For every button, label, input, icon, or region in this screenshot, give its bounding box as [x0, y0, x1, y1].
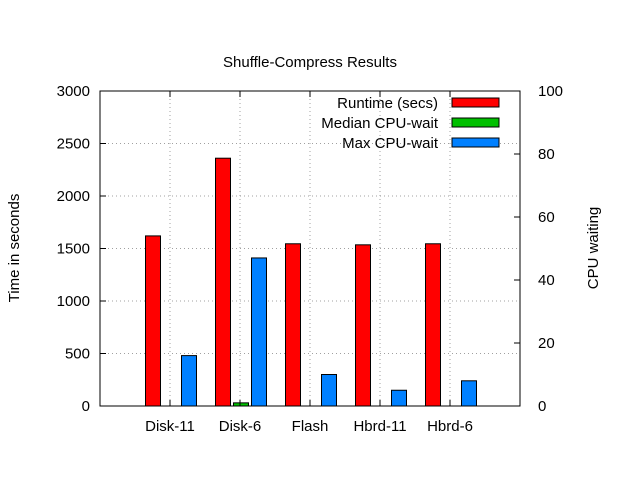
bar-runtime-secs-flash: [285, 243, 301, 407]
bar-max-cpu-wait-flash: [321, 374, 337, 407]
legend: Runtime (secs) Median CPU-wait Max CPU-wai…: [321, 95, 500, 152]
bars: [145, 157, 477, 407]
legend-swatch: [451, 117, 500, 128]
y-tick-label: 500: [65, 346, 90, 363]
chart-title: Shuffle-Compress Results: [223, 54, 397, 71]
legend-label: Runtime (secs): [337, 95, 438, 112]
y-axis-label: Time in seconds: [6, 194, 23, 303]
y-tick-label: 3000: [57, 83, 90, 100]
x-tick-label: Hbrd-11: [353, 418, 406, 435]
bar-max-cpu-wait-hbrd-6: [461, 380, 477, 407]
x-tick-label: Flash: [292, 418, 329, 435]
y-tick-label: 1500: [57, 241, 90, 258]
x-tick-label: Hbrd-6: [427, 418, 473, 435]
y-tick-label: 2500: [57, 136, 90, 153]
x-tick-label: Disk-6: [219, 418, 262, 435]
ticks: 0 500 1000 1500 2000 2500 3000 0 20 40 60 80 100 Disk…: [57, 83, 563, 435]
y2-tick-label: 40: [538, 272, 555, 289]
bar-max-cpu-wait-disk-11: [181, 355, 197, 407]
legend-label: Median CPU-wait: [321, 115, 439, 132]
grid-lines: [100, 91, 520, 406]
y2-tick-label: 100: [538, 83, 563, 100]
y2-tick-label: 20: [538, 335, 555, 352]
bar-runtime-secs-hbrd-11: [355, 244, 371, 407]
y2-tick-label: 0: [538, 398, 546, 415]
bar-runtime-secs-hbrd-6: [425, 243, 441, 407]
legend-label: Max CPU-wait: [342, 135, 439, 152]
legend-swatch: [451, 137, 500, 148]
x-tick-label: Disk-11: [145, 418, 195, 435]
bar-runtime-secs-disk-11: [145, 235, 161, 407]
legend-swatch: [451, 97, 500, 108]
bar-runtime-secs-disk-6: [215, 157, 231, 407]
bar-max-cpu-wait-disk-6: [251, 257, 267, 407]
y-tick-label: 2000: [57, 188, 90, 205]
y2-tick-label: 60: [538, 209, 555, 226]
y-tick-label: 1000: [57, 293, 90, 310]
y2-tick-label: 80: [538, 146, 555, 163]
plot-border: [99, 90, 521, 407]
y2-axis-label: CPU waiting: [585, 207, 602, 290]
bar-max-cpu-wait-hbrd-11: [391, 389, 407, 407]
y-tick-label: 0: [82, 398, 90, 415]
